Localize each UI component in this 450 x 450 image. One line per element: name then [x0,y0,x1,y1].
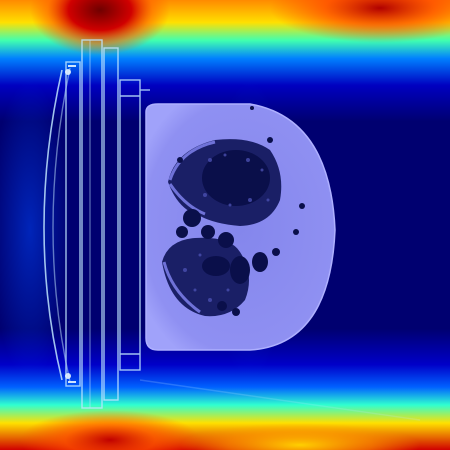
air-pockets [176,106,305,316]
heatmap-hotspot-bottom-right [180,423,420,450]
scanner-table-highlight [65,65,76,383]
upper-lung-outline [168,140,216,216]
heatmap-hotspot-bottom-left [20,410,200,450]
lower-lung-outline [162,261,201,314]
heatmap-left-band [0,80,70,380]
scanner-table [43,39,421,421]
lung-texture [183,153,270,302]
heatmap-hotspot-top-right [270,0,450,43]
heatmap-hotspot-top-left [30,0,170,55]
